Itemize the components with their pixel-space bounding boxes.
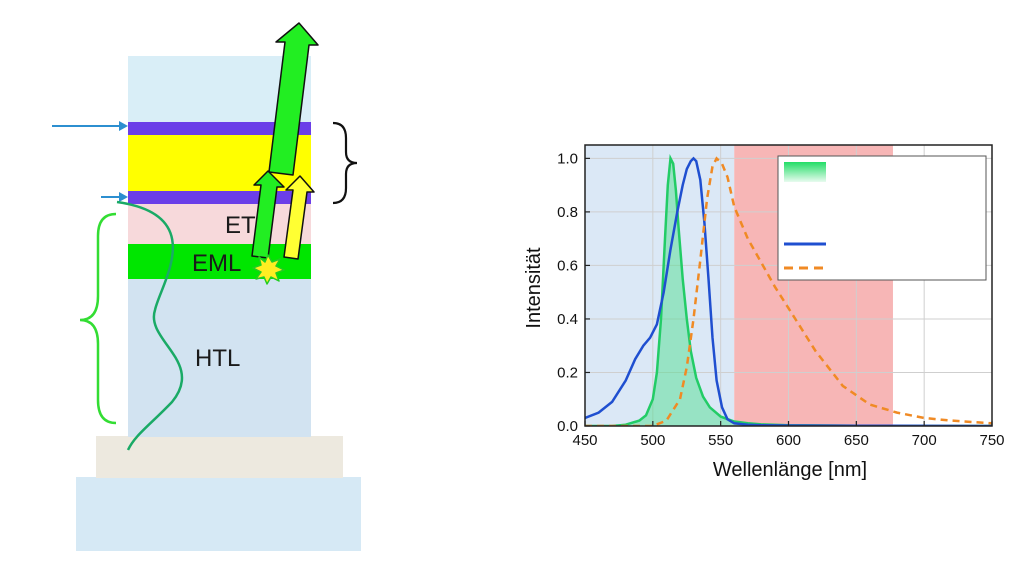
glass-layer [96,436,343,478]
cavity-brace [332,121,358,205]
blue-spectrum-line [585,156,992,426]
x-tick-label: 750 [979,432,1004,449]
eml-label: EML [192,250,241,277]
oled-stack-diagram: ETL EML HTL [52,22,361,551]
x-axis-title: Wellenlänge [nm] [713,459,867,481]
y-tick-label: 0.0 [557,418,578,435]
legend-swatch-green [784,162,826,182]
x-tick-label: 450 [572,432,597,449]
chart-series [585,154,992,426]
x-tick-label: 600 [776,432,801,449]
legend [777,155,987,281]
htl-label: HTL [195,345,240,372]
y-axis-title: Intensität [523,247,545,329]
x-tick-label: 550 [708,432,733,449]
htl-thickness-brace [79,212,117,425]
x-tick-label: 650 [844,432,869,449]
eml-layer [128,243,311,279]
pointer-arrow-lower [101,192,128,202]
y-tick-label: 1.0 [557,150,578,167]
y-tick-label: 0.8 [557,204,578,221]
etl-layer [128,203,311,244]
chart-ticks: 450 500 550 600 650 700 750 0.0 0.2 0.4 0.6 0.8 1.0 [557,150,1004,449]
x-tick-label: 500 [640,432,665,449]
upper-metal-layer [128,121,311,135]
small-yellow-arrow [283,175,315,260]
pointer-arrow-upper [52,121,128,131]
optical-field-wave [116,200,184,451]
htl-layer [128,278,311,437]
y-tick-label: 0.2 [557,364,578,381]
emission-starburst [252,254,285,285]
substrate-layer [76,477,361,551]
lower-metal-layer [128,190,311,204]
y-tick-label: 0.4 [557,311,578,328]
y-tick-label: 0.6 [557,257,578,274]
spectrum-chart: 450 500 550 600 650 700 7500.00.20.40.60.81.0 … [523,144,1005,481]
x-tick-label: 700 [912,432,937,449]
big-emission-arrow [268,22,319,176]
